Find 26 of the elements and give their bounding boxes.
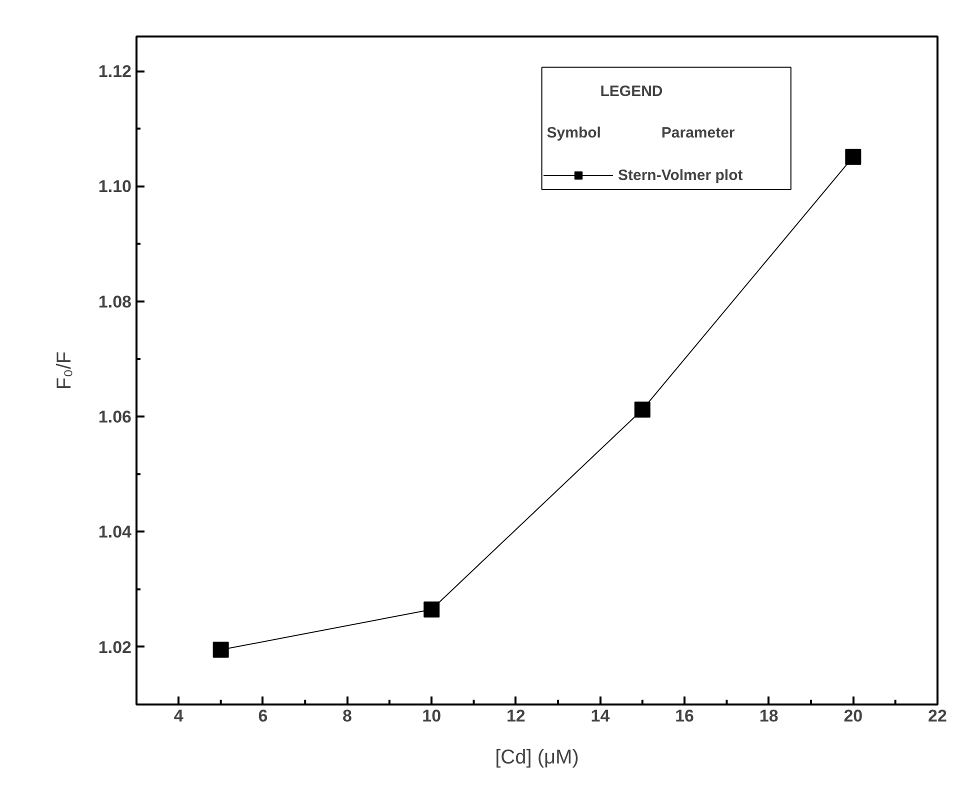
x-tick-label: 8 bbox=[342, 706, 352, 726]
point bbox=[424, 601, 440, 618]
x-tick-label: 6 bbox=[258, 706, 268, 726]
point bbox=[845, 148, 862, 165]
x-tick-label: 10 bbox=[422, 706, 442, 726]
y-tick-label: 1.08 bbox=[98, 292, 132, 312]
x-tick-label: 14 bbox=[590, 706, 610, 726]
x-tick-label: 12 bbox=[506, 706, 526, 726]
annotation: Symbol bbox=[546, 124, 601, 142]
annotation: Parameter bbox=[661, 124, 735, 142]
x-axis-title: [Cd] (μM) bbox=[495, 746, 579, 768]
x-tick-label: 4 bbox=[174, 706, 184, 726]
y-tick-label: 1.10 bbox=[98, 177, 132, 196]
x-tick-label: 16 bbox=[675, 706, 694, 726]
y-tick-label: 1.04 bbox=[98, 522, 132, 542]
legend-title: LEGEND bbox=[600, 83, 663, 100]
point bbox=[212, 642, 229, 658]
x-tick-label: 22 bbox=[928, 706, 947, 726]
x-tick-label: 18 bbox=[759, 706, 778, 726]
y-tick-label: 1.12 bbox=[98, 62, 132, 82]
y-tick-label: 1.06 bbox=[98, 408, 132, 427]
y-axis-title: F₀/F bbox=[53, 351, 76, 390]
point bbox=[634, 402, 650, 418]
x-tick-label: 20 bbox=[844, 706, 863, 726]
legend-label: Stern-Volmer plot bbox=[618, 166, 743, 184]
y-tick-label: 1.02 bbox=[98, 638, 132, 657]
